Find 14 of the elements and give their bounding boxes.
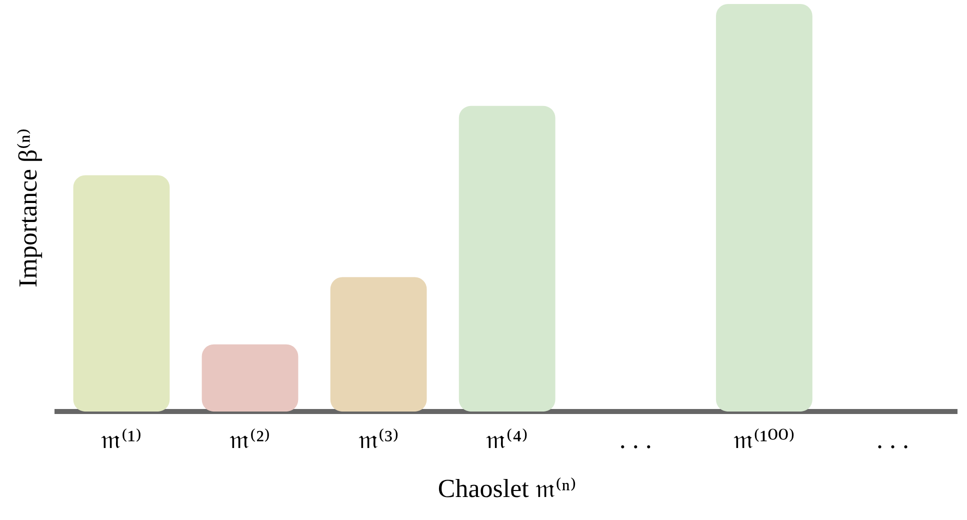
x-tick-label: 𝔪⁽³⁾ <box>358 425 399 454</box>
x-tick-label: . . . <box>619 425 652 454</box>
bar <box>458 106 556 412</box>
bar <box>716 4 812 412</box>
y-axis-title: Importance β⁽ⁿ⁾ <box>13 128 42 288</box>
x-tick-label: . . . <box>876 425 909 454</box>
x-tick-label: 𝔪⁽²⁾ <box>230 425 270 454</box>
bar <box>330 277 427 412</box>
x-tick-label: 𝔪⁽⁴⁾ <box>486 425 528 454</box>
x-axis-title: Chaoslet 𝔪⁽ⁿ⁾ <box>438 474 576 504</box>
bar <box>73 175 170 412</box>
x-tick-label: 𝔪⁽¹⁾ <box>101 425 142 454</box>
bar <box>202 344 298 412</box>
x-tick-label: 𝔪⁽¹⁰⁰⁾ <box>733 425 795 454</box>
